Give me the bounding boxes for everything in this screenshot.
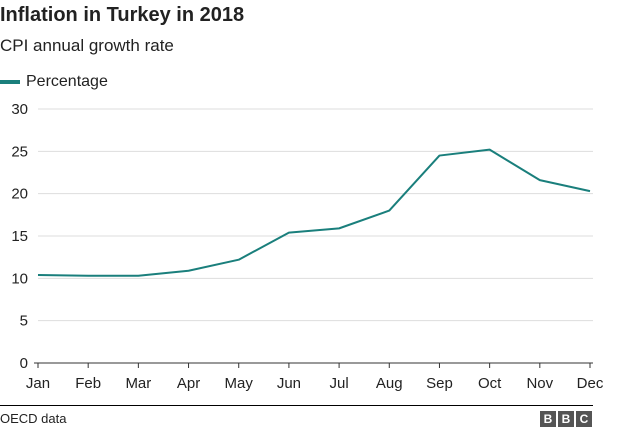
x-tick-label: Apr [177, 375, 200, 392]
x-tick-label: Mar [125, 375, 151, 392]
legend: Percentage [0, 72, 108, 92]
y-tick-label: 0 [20, 355, 28, 372]
legend-swatch [0, 80, 20, 84]
source-note: OECD data [0, 411, 67, 426]
series-line [37, 148, 591, 277]
footer-divider [0, 405, 593, 406]
y-tick-label: 10 [11, 270, 28, 287]
y-tick-label: 5 [20, 313, 28, 330]
y-tick-label: 20 [11, 186, 28, 203]
x-tick-label: Aug [376, 375, 403, 392]
x-tick-label: Nov [526, 375, 553, 392]
y-tick-label: 15 [11, 228, 28, 245]
y-tick-label: 25 [11, 143, 28, 160]
chart-subtitle: CPI annual growth rate [0, 36, 174, 55]
bbc-logo: B B C [540, 411, 592, 427]
legend-label: Percentage [26, 73, 108, 90]
x-tick-label: Dec [577, 375, 604, 392]
x-tick-label: May [225, 375, 254, 392]
x-tick-label: Jul [329, 375, 348, 392]
bbc-logo-letter: B [540, 411, 556, 427]
y-tick-label: 30 [11, 101, 28, 118]
x-tick-label: Jan [26, 375, 50, 392]
x-tick-label: Sep [426, 375, 453, 392]
bbc-logo-letter: C [576, 411, 592, 427]
line-chart: 0 5 10 15 20 25 30 Jan Feb Mar Apr May Jun Jul Aug Sep O… [11, 101, 604, 392]
x-tick-label: Feb [75, 375, 101, 392]
bbc-logo-letter: B [558, 411, 574, 427]
chart-title: Inflation in Turkey in 2018 [0, 4, 245, 26]
x-tick-label: Jun [277, 375, 301, 392]
x-tick-label: Oct [478, 375, 502, 392]
